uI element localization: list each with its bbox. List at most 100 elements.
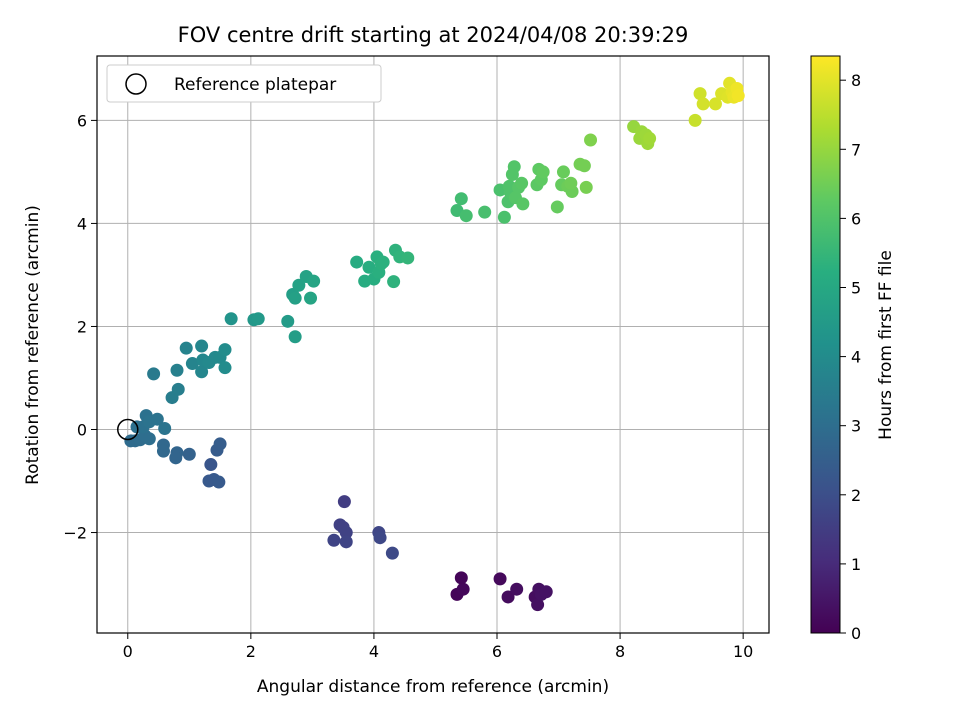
data-point bbox=[731, 89, 745, 103]
data-point bbox=[708, 97, 722, 111]
data-point bbox=[169, 451, 183, 465]
plot-frame bbox=[96, 55, 770, 634]
y-axis-ticks: −2 0 2 4 6 bbox=[63, 111, 97, 543]
data-point bbox=[584, 133, 598, 147]
x-tick-label: 4 bbox=[369, 642, 379, 661]
data-point bbox=[696, 97, 710, 111]
data-point bbox=[501, 590, 515, 604]
data-point bbox=[387, 275, 401, 289]
legend: Reference platepar bbox=[106, 64, 382, 103]
data-point bbox=[292, 278, 306, 292]
data-point bbox=[531, 598, 545, 612]
x-tick-label: 0 bbox=[123, 642, 133, 661]
colorbar-gradient bbox=[811, 56, 840, 633]
data-point bbox=[170, 363, 184, 377]
data-point bbox=[212, 475, 226, 489]
data-point bbox=[497, 210, 511, 224]
data-point bbox=[385, 546, 399, 560]
colorbar-tick-label: 5 bbox=[851, 278, 861, 297]
data-point bbox=[150, 412, 164, 426]
data-point bbox=[401, 251, 415, 265]
data-point bbox=[251, 312, 265, 326]
data-point bbox=[577, 159, 591, 173]
data-point bbox=[281, 314, 295, 328]
data-point bbox=[478, 205, 492, 219]
x-tick-label: 2 bbox=[246, 642, 256, 661]
colorbar-tick-label: 3 bbox=[851, 417, 861, 436]
data-point bbox=[550, 200, 564, 214]
data-point bbox=[185, 357, 199, 371]
data-points bbox=[124, 76, 745, 612]
y-tick-label: 2 bbox=[77, 317, 87, 336]
data-point bbox=[158, 421, 172, 435]
data-point bbox=[456, 582, 470, 596]
y-tick-label: −2 bbox=[63, 524, 87, 543]
data-point bbox=[459, 209, 473, 223]
x-tick-label: 8 bbox=[615, 642, 625, 661]
colorbar-tick-label: 2 bbox=[851, 486, 861, 505]
data-point bbox=[147, 367, 161, 381]
colorbar-tick-label: 8 bbox=[851, 71, 861, 90]
y-tick-label: 0 bbox=[77, 421, 87, 440]
data-point bbox=[454, 192, 468, 206]
colorbar-tick-label: 4 bbox=[851, 348, 861, 367]
x-tick-label: 10 bbox=[733, 642, 753, 661]
data-point bbox=[179, 341, 193, 355]
data-point bbox=[536, 165, 550, 179]
data-point bbox=[142, 432, 156, 446]
data-point bbox=[171, 382, 185, 396]
grid-lines bbox=[97, 56, 769, 633]
data-point bbox=[327, 533, 341, 547]
data-point bbox=[213, 437, 227, 451]
data-point bbox=[564, 176, 578, 190]
data-point bbox=[493, 572, 507, 586]
colorbar-frame bbox=[810, 55, 841, 634]
data-point bbox=[373, 531, 387, 545]
data-point bbox=[362, 260, 376, 274]
data-point bbox=[224, 312, 238, 326]
legend-box bbox=[106, 64, 382, 103]
x-axis-ticks: 0 2 4 6 8 10 bbox=[123, 633, 753, 661]
y-axis-label: Rotation from reference (arcmin) bbox=[23, 205, 43, 485]
data-point bbox=[516, 197, 530, 211]
data-point bbox=[539, 585, 553, 599]
data-point bbox=[339, 535, 353, 549]
x-axis-label: Angular distance from reference (arcmin) bbox=[257, 677, 609, 697]
data-point bbox=[156, 444, 170, 458]
colorbar: 0 1 2 3 4 5 6 7 8 Hours from first FF file bbox=[810, 55, 896, 643]
data-point bbox=[688, 113, 702, 127]
data-point bbox=[195, 339, 209, 353]
data-point bbox=[376, 255, 390, 269]
colorbar-ticks: 0 1 2 3 4 5 6 7 8 bbox=[840, 71, 861, 643]
colorbar-tick-label: 7 bbox=[851, 140, 861, 159]
legend-marker bbox=[125, 73, 147, 95]
data-point bbox=[454, 571, 468, 585]
colorbar-tick-label: 0 bbox=[851, 624, 861, 643]
data-point bbox=[182, 447, 196, 461]
data-point bbox=[307, 274, 321, 288]
data-point bbox=[288, 291, 302, 305]
data-point bbox=[218, 343, 232, 357]
chart-title: FOV centre drift starting at 2024/04/08 … bbox=[178, 23, 689, 47]
data-point bbox=[339, 526, 353, 540]
data-point bbox=[350, 255, 364, 269]
data-point bbox=[337, 495, 351, 509]
data-point bbox=[643, 131, 657, 145]
colorbar-tick-label: 6 bbox=[851, 209, 861, 228]
data-point bbox=[204, 458, 218, 472]
data-point bbox=[195, 365, 209, 379]
reference-marker bbox=[117, 418, 139, 441]
data-point bbox=[515, 176, 529, 190]
data-point bbox=[693, 87, 707, 101]
data-point bbox=[510, 582, 524, 596]
colorbar-label: Hours from first FF file bbox=[876, 250, 896, 440]
y-tick-label: 6 bbox=[77, 111, 87, 130]
data-point bbox=[218, 361, 232, 375]
data-point bbox=[507, 160, 521, 174]
x-tick-label: 6 bbox=[492, 642, 502, 661]
data-point bbox=[288, 330, 302, 344]
colorbar-tick-label: 1 bbox=[851, 555, 861, 574]
legend-entry: Reference platepar bbox=[174, 75, 336, 95]
y-tick-label: 4 bbox=[77, 214, 87, 233]
